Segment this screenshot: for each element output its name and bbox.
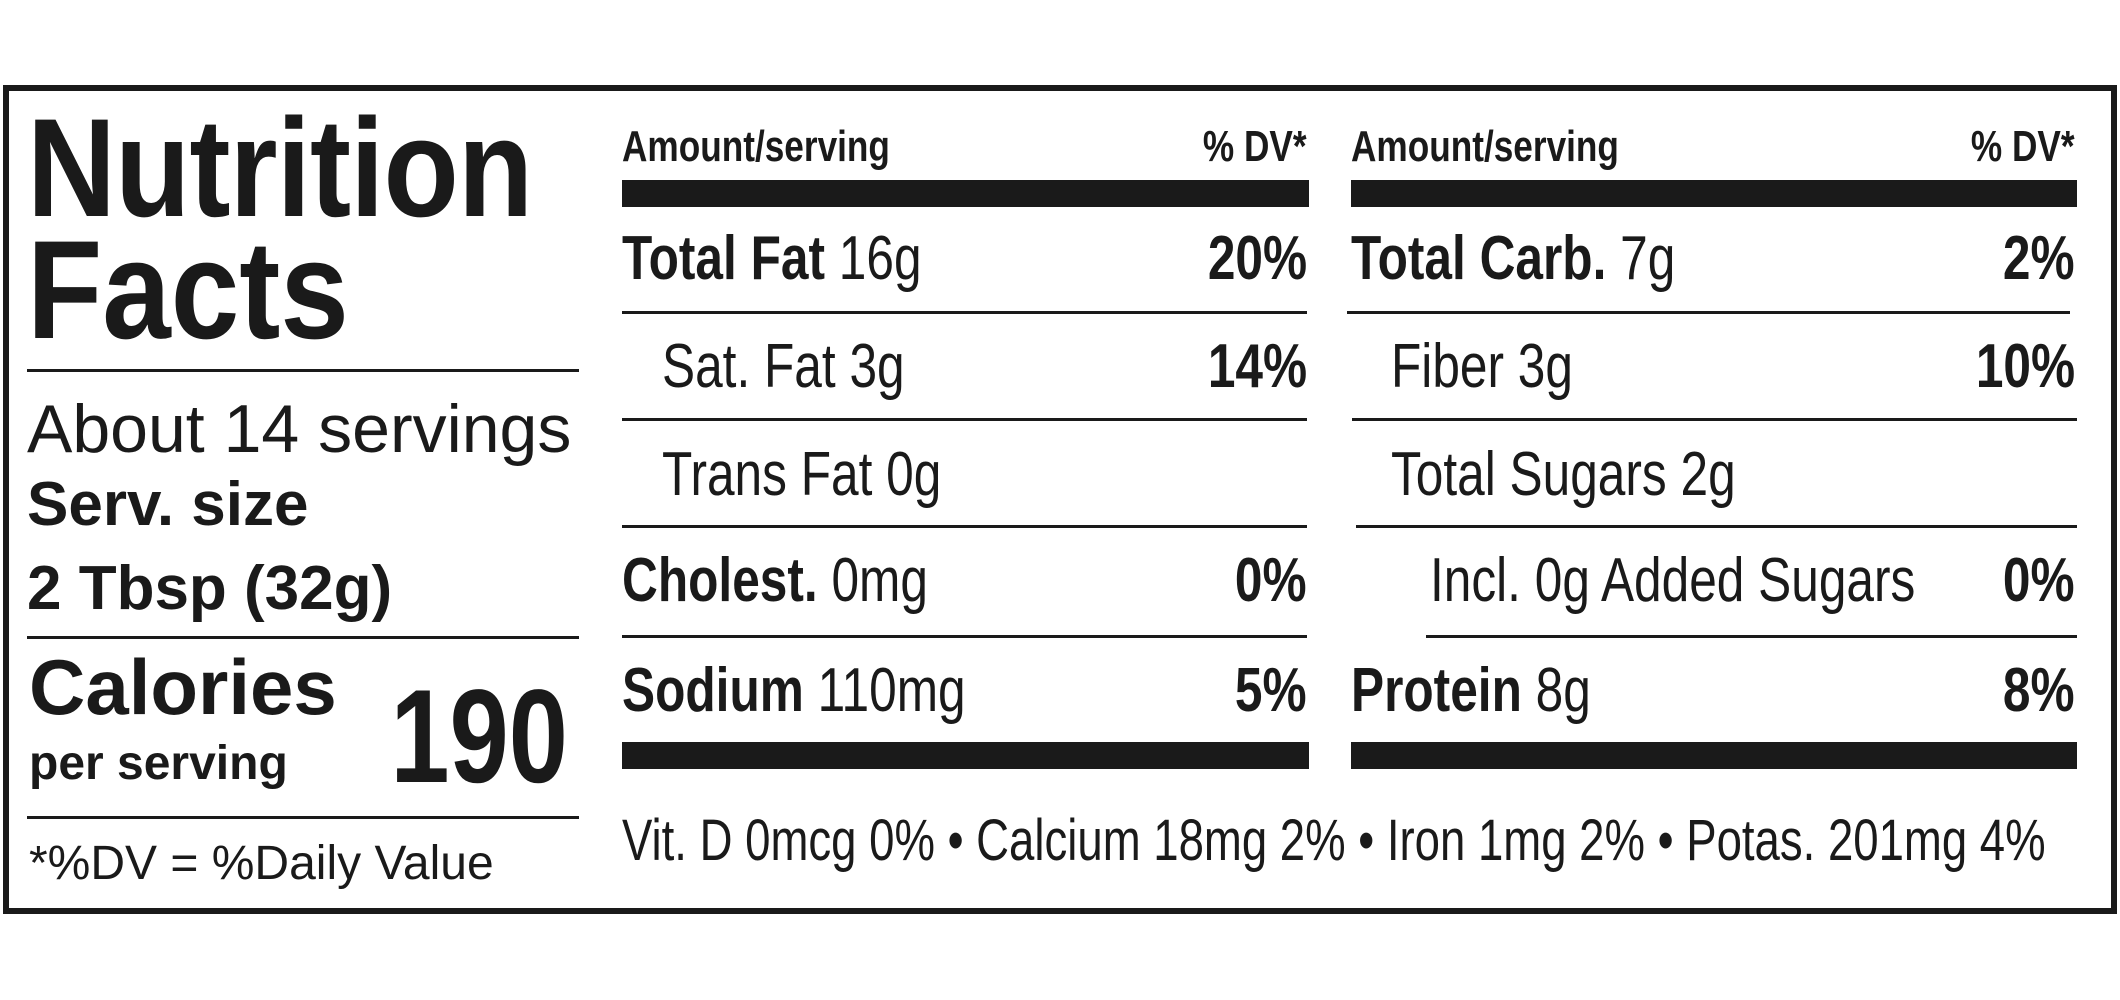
nutrient-percent-dv: 20% bbox=[1207, 224, 1307, 293]
nutrient-amount: 8g bbox=[1535, 656, 1591, 725]
nutrient-percent-dv: 5% bbox=[1235, 656, 1307, 725]
thick-divider bbox=[622, 180, 1309, 207]
nutrient-amount: 110mg bbox=[817, 656, 966, 725]
thick-divider bbox=[1351, 180, 2077, 207]
divider bbox=[27, 369, 579, 372]
nutrient-row: Sat. Fat 3g bbox=[662, 336, 905, 398]
thick-divider bbox=[1351, 742, 2077, 769]
nutrient-amount: Sat. Fat 3g bbox=[662, 332, 905, 401]
nutrient-percent-dv: 2% bbox=[2003, 224, 2075, 293]
nutrient-name: Cholest. bbox=[622, 546, 818, 615]
nutrition-label-frame bbox=[3, 85, 2117, 914]
row-divider bbox=[1352, 418, 2077, 421]
nutrient-percent-dv: 14% bbox=[1207, 332, 1307, 401]
row-divider bbox=[1356, 525, 2077, 528]
title-nutrition: Nutrition bbox=[27, 89, 533, 246]
nutrient-row: Protein 8g bbox=[1351, 660, 1591, 722]
row-divider bbox=[622, 418, 1307, 421]
nutrient-row: Cholest. 0mg bbox=[622, 550, 928, 612]
nutrient-amount: Trans Fat 0g bbox=[662, 440, 942, 509]
nutrient-amount: 7g bbox=[1620, 224, 1676, 293]
dv-footnote: *%DV = %Daily Value bbox=[29, 837, 494, 890]
divider bbox=[27, 816, 579, 819]
nutrient-percent-dv: 0% bbox=[1235, 546, 1307, 615]
row-divider bbox=[1426, 635, 2077, 638]
row-divider bbox=[622, 525, 1307, 528]
servings-per-container: About 14 servings bbox=[27, 391, 572, 467]
calories-per-serving: per serving bbox=[29, 737, 288, 790]
nutrient-row: Trans Fat 0g bbox=[662, 444, 941, 506]
serving-size-label: Serv. size bbox=[27, 470, 309, 539]
header-percent-dv: % DV* bbox=[1203, 122, 1307, 171]
nutrient-row: Fiber 3g bbox=[1391, 336, 1573, 398]
nutrient-name: Total Fat bbox=[622, 224, 825, 293]
row-divider bbox=[622, 311, 1307, 314]
nutrient-row: Total Carb. 7g bbox=[1351, 228, 1675, 290]
nutrient-name: Total Carb. bbox=[1351, 224, 1607, 293]
row-divider bbox=[622, 635, 1307, 638]
calories-value: 190 bbox=[390, 663, 568, 811]
divider bbox=[27, 636, 579, 639]
nutrient-row: Total Fat 16g bbox=[622, 228, 922, 290]
nutrient-name: Protein bbox=[1351, 656, 1522, 725]
header-amount-per-serving: Amount/serving bbox=[1351, 122, 1619, 171]
nutrient-amount: 0mg bbox=[831, 546, 928, 615]
nutrient-amount: Incl. 0g Added Sugars bbox=[1430, 546, 1916, 615]
nutrient-percent-dv: 10% bbox=[1975, 332, 2075, 401]
serving-size-value: 2 Tbsp (32g) bbox=[27, 554, 393, 623]
nutrient-row: Sodium 110mg bbox=[622, 660, 966, 722]
header-percent-dv: % DV* bbox=[1971, 122, 2075, 171]
thick-divider bbox=[622, 742, 1309, 769]
vitamins-minerals: Vit. D 0mcg 0% • Calcium 18mg 2% • Iron … bbox=[622, 808, 2046, 873]
row-divider bbox=[1347, 311, 2070, 314]
nutrient-amount: Fiber 3g bbox=[1391, 332, 1573, 401]
nutrient-amount: Total Sugars 2g bbox=[1391, 440, 1736, 509]
nutrient-row: Total Sugars 2g bbox=[1391, 444, 1736, 506]
nutrient-amount: 16g bbox=[838, 224, 922, 293]
nutrient-percent-dv: 0% bbox=[2003, 546, 2075, 615]
header-amount-per-serving: Amount/serving bbox=[622, 122, 890, 171]
nutrient-row: Incl. 0g Added Sugars bbox=[1430, 550, 1915, 612]
title-facts: Facts bbox=[27, 211, 349, 368]
calories-label: Calories bbox=[29, 643, 337, 731]
nutrient-percent-dv: 8% bbox=[2003, 656, 2075, 725]
nutrient-name: Sodium bbox=[622, 656, 804, 725]
